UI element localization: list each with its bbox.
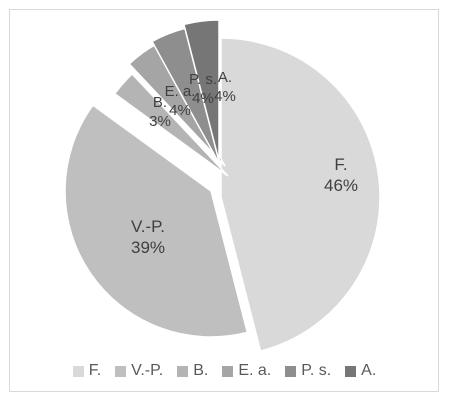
legend-label-3: B. (193, 362, 209, 379)
slice-label-4: E. a. (165, 83, 196, 100)
legend-item-1: F. (72, 362, 102, 380)
pie-slice-6 (183, 19, 220, 162)
slice-label-6: A. (218, 69, 232, 86)
legend-label-1: F. (88, 362, 102, 379)
pie-slice-2 (64, 104, 249, 338)
slice-percent-4: 4% (169, 102, 191, 119)
legend-item-2: V.-P. (115, 362, 163, 380)
legend-label-6: A. (361, 362, 377, 379)
legend-swatch-6 (345, 365, 357, 377)
legend-label-2: V.-P. (131, 362, 164, 379)
legend-label-5: P. s. (301, 362, 332, 379)
legend-swatch-3 (177, 365, 189, 377)
slice-label-3: B. (153, 94, 167, 111)
slice-percent-1: 46% (324, 176, 358, 195)
slice-percent-2: 39% (131, 238, 165, 257)
legend-swatch-2 (115, 365, 127, 377)
legend-swatch-4 (222, 365, 234, 377)
legend-item-6: A. (345, 362, 376, 380)
legend-label-4: E. a. (238, 362, 272, 379)
legend-item-4: E. a. (222, 362, 271, 380)
slice-percent-5: 4% (192, 90, 214, 107)
slice-percent-3: 3% (149, 113, 171, 130)
slice-percent-6: 4% (214, 88, 236, 105)
pie-slice-1 (220, 37, 381, 352)
slice-label-5: P. s. (189, 71, 217, 88)
legend-item-5: P. s. (285, 362, 331, 380)
legend: F. V.-P. B. E. a. P. s. A. (0, 361, 449, 381)
pie-slice-3 (113, 72, 229, 177)
legend-swatch-1 (72, 365, 84, 377)
slice-label-1: F. (334, 155, 347, 174)
legend-item-3: B. (177, 362, 208, 380)
legend-swatch-5 (285, 365, 297, 377)
slice-label-2: V.-P. (131, 217, 165, 236)
